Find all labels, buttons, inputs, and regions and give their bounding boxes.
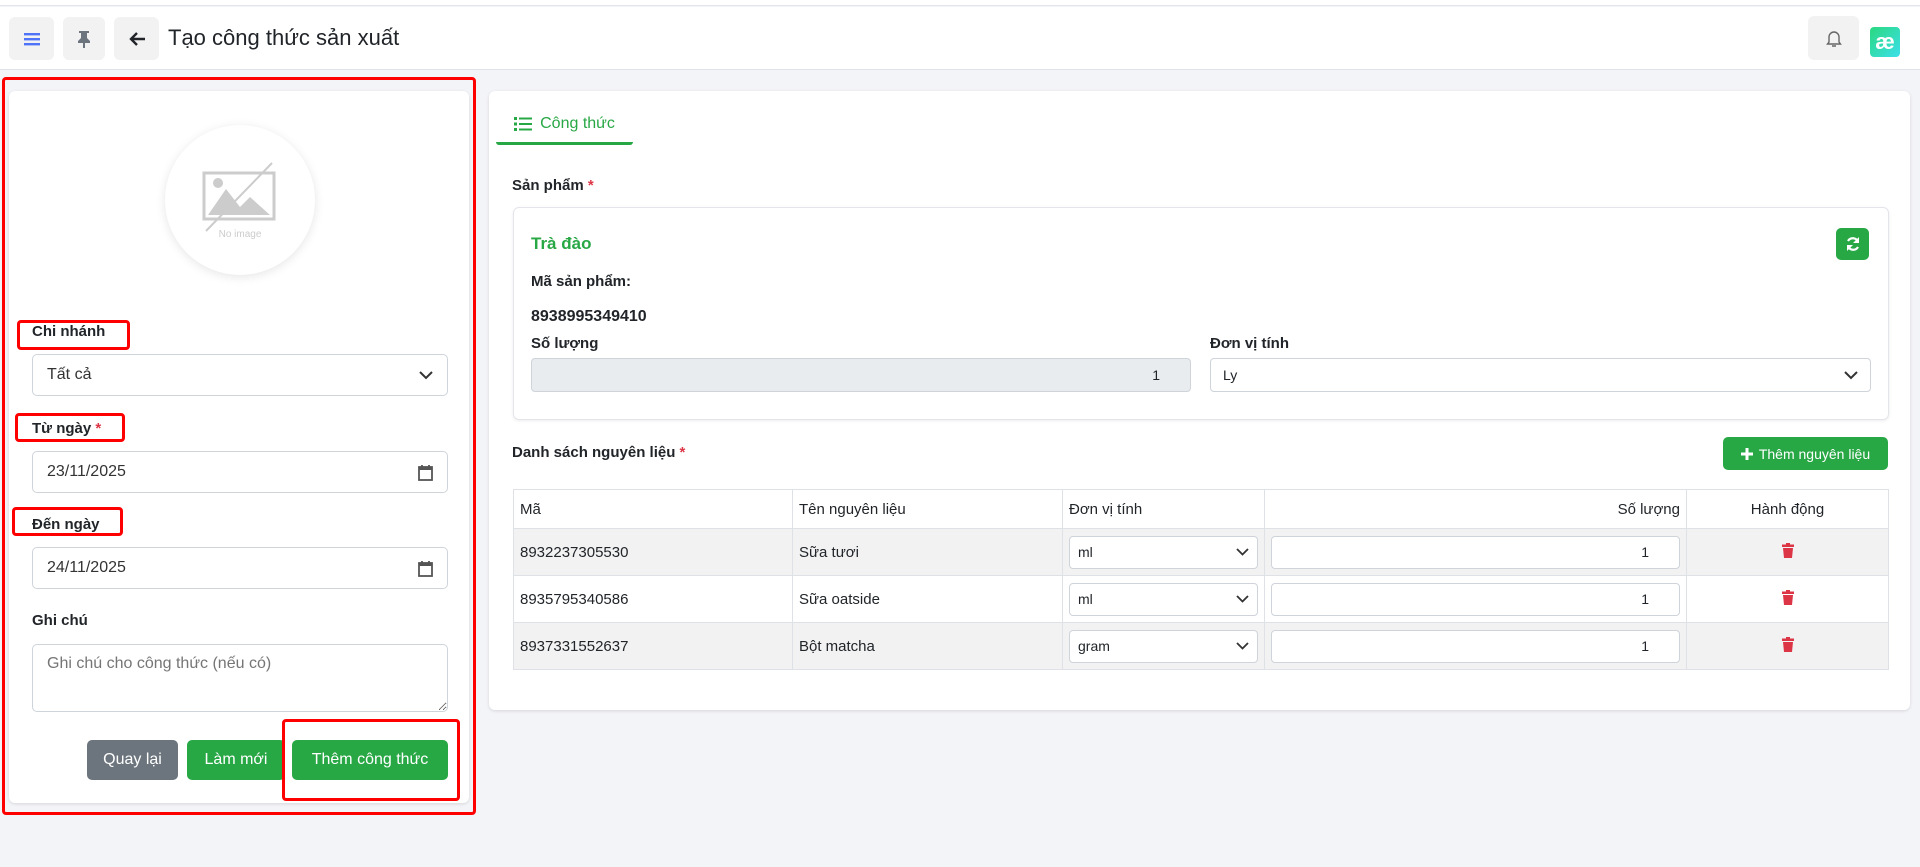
add-recipe-button[interactable]: Thêm công thức	[292, 740, 448, 780]
page-title: Tạo công thức sản xuất	[168, 25, 400, 50]
ingredient-unit-select[interactable]: ml	[1069, 582, 1258, 616]
tab-recipe[interactable]: Công thức	[496, 105, 633, 145]
no-image-icon	[202, 161, 276, 232]
app-logo[interactable]: æ	[1870, 27, 1900, 57]
ingredient-list-label: Danh sách nguyên liệu *	[512, 444, 686, 461]
ingredient-unit-select[interactable]: gram	[1069, 629, 1258, 663]
ingredient-qty-input[interactable]: 1	[1271, 629, 1680, 663]
back-button[interactable]	[114, 17, 159, 60]
product-box: Trà đào Mã sản phẩm: 8938995349410 Số lư…	[513, 207, 1889, 420]
refresh-button[interactable]	[1836, 228, 1869, 260]
quantity-label: Số lượng	[531, 335, 599, 352]
to-date-input[interactable]: 24/11/2025	[32, 547, 448, 589]
ingredient-unit-select[interactable]: ml	[1069, 535, 1258, 569]
quantity-input[interactable]: 1	[531, 358, 1191, 392]
notifications-button[interactable]	[1808, 16, 1859, 60]
arrow-left-icon	[128, 31, 145, 46]
trash-icon[interactable]	[1781, 542, 1794, 558]
col-code: Mã	[513, 489, 793, 529]
trash-icon[interactable]	[1781, 589, 1794, 605]
note-textarea[interactable]	[32, 644, 448, 712]
menu-button[interactable]	[9, 17, 54, 60]
to-date-label: Đến ngày	[32, 516, 100, 533]
no-image-text: No image	[218, 228, 262, 240]
ingredient-code: 8932237305530	[513, 528, 793, 576]
note-label: Ghi chú	[32, 612, 88, 629]
ingredient-code: 8937331552637	[513, 622, 793, 670]
chevron-down-icon	[1236, 548, 1249, 556]
col-unit: Đơn vị tính	[1062, 489, 1265, 529]
add-ingredient-button[interactable]: Thêm nguyên liệu	[1723, 437, 1888, 470]
chevron-down-icon	[1236, 595, 1249, 603]
col-action: Hành động	[1686, 489, 1889, 529]
chevron-down-icon	[1844, 370, 1858, 379]
ingredient-name: Sữa tươi	[792, 528, 1063, 576]
ingredient-name: Bột matcha	[792, 622, 1063, 670]
back-btn[interactable]: Quay lại	[87, 740, 178, 780]
recipe-card: Công thức Sản phẩm * Trà đào Mã sản phẩm…	[489, 91, 1910, 710]
product-image-placeholder[interactable]: No image	[165, 125, 315, 275]
unit-label: Đơn vị tính	[1210, 335, 1289, 352]
chevron-down-icon	[419, 370, 433, 379]
top-strip	[0, 0, 1920, 6]
from-date-input[interactable]: 23/11/2025	[32, 451, 448, 493]
ingredient-name: Sữa oatside	[792, 575, 1063, 623]
product-name: Trà đào	[531, 234, 592, 253]
product-code-value: 8938995349410	[531, 308, 647, 325]
plus-icon	[1740, 447, 1753, 460]
unit-select[interactable]: Ly	[1210, 358, 1871, 392]
refresh-icon	[1846, 237, 1859, 251]
col-qty: Số lượng	[1264, 489, 1687, 529]
pin-icon	[78, 30, 90, 48]
table-row: 8937331552637 Bột matcha gram 1	[513, 622, 1889, 670]
calendar-icon[interactable]	[418, 464, 433, 481]
ingredient-qty-input[interactable]: 1	[1271, 535, 1680, 569]
header-bar: Tạo công thức sản xuất æ	[0, 7, 1920, 70]
list-icon	[514, 116, 533, 131]
bell-icon	[1825, 31, 1842, 47]
trash-icon[interactable]	[1781, 636, 1794, 652]
branch-select[interactable]: Tất cả	[32, 354, 448, 396]
hamburger-icon	[23, 32, 40, 45]
ingredient-code: 8935795340586	[513, 575, 793, 623]
table-row: 8935795340586 Sữa oatside ml 1	[513, 575, 1889, 623]
ingredient-table: Mã Tên nguyên liệu Đơn vị tính Số lượng …	[513, 489, 1889, 670]
calendar-icon[interactable]	[418, 560, 433, 577]
product-label: Sản phẩm *	[512, 177, 594, 194]
from-date-label: Từ ngày *	[32, 420, 102, 437]
table-row: 8932237305530 Sữa tươi ml 1	[513, 528, 1889, 576]
left-form-card: No image Chi nhánh Tất cả Từ ngày * 23/1…	[9, 91, 469, 803]
product-code-label: Mã sản phẩm:	[531, 273, 632, 290]
branch-label: Chi nhánh	[32, 323, 106, 340]
col-name: Tên nguyên liệu	[792, 489, 1063, 529]
ingredient-qty-input[interactable]: 1	[1271, 582, 1680, 616]
reset-button[interactable]: Làm mới	[187, 740, 285, 780]
pin-button[interactable]	[63, 17, 105, 60]
chevron-down-icon	[1236, 642, 1249, 650]
